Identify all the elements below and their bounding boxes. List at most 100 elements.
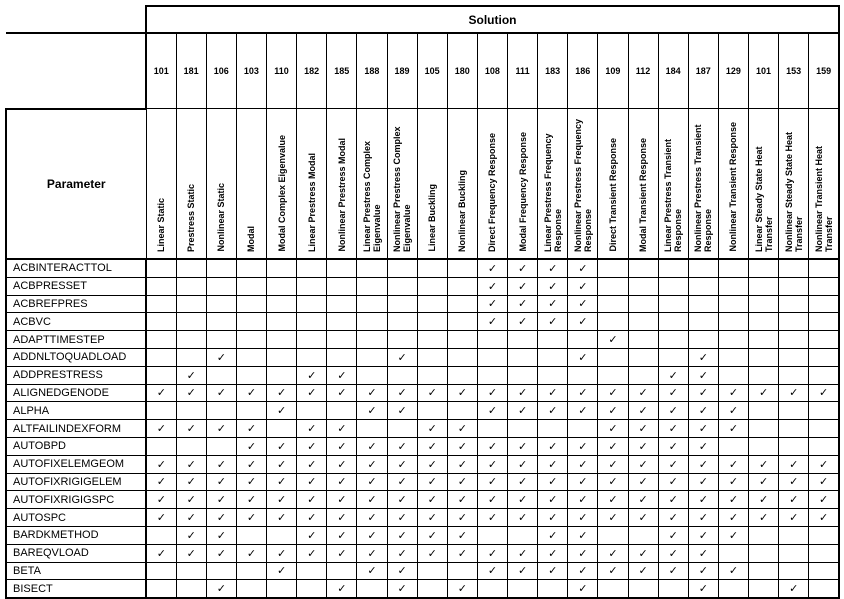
solution-name: Nonlinear Steady State Heat Transfer [783,131,804,252]
empty-cell [808,419,841,438]
empty-cell [175,579,207,599]
checkmark-icon: ✓ [326,383,358,403]
checkmark-icon: ✓ [476,294,509,314]
empty-cell [386,365,418,385]
empty-cell [356,312,388,332]
solution-name: Modal Frequency Response [517,132,528,252]
checkmark-icon: ✓ [296,436,328,456]
checkmark-icon: ✓ [446,525,478,545]
checkmark-icon: ✓ [265,401,298,421]
checkmark-icon: ✓ [296,383,328,403]
checkmark-icon: ✓ [296,525,328,545]
solution-name: Direct Frequency Response [487,132,498,252]
solution-number: 180 [446,32,478,109]
checkmark-icon: ✓ [145,508,177,527]
empty-cell [657,294,689,314]
checkmark-icon: ✓ [506,454,539,474]
checkmark-icon: ✓ [326,579,358,599]
checkmark-icon: ✓ [597,561,629,581]
table-row: ADDNLTOQUADLOAD ✓ ✓ ✓ ✓ [5,347,841,367]
checkmark-icon: ✓ [506,383,539,403]
empty-cell [717,543,750,563]
empty-cell [627,579,659,599]
table-row: AUTOBPD ✓ ✓ ✓ ✓ ✓ ✓ ✓ ✓ ✓ ✓ ✓ ✓ ✓ ✓ ✓ ✓ [5,436,841,456]
empty-cell [506,347,539,367]
checkmark-icon: ✓ [778,472,810,492]
checkmark-icon: ✓ [627,508,659,527]
checkmark-icon: ✓ [296,508,328,527]
solution-name-cell: Nonlinear Prestress Complex Eigenvalue [386,108,418,260]
checkmark-icon: ✓ [476,543,509,563]
checkmark-icon: ✓ [416,543,448,563]
checkmark-icon: ✓ [386,401,418,421]
solution-name-cell: Linear Prestress Modal [296,108,328,260]
empty-cell [597,294,629,314]
checkmark-icon: ✓ [175,490,207,510]
checkmark-icon: ✓ [265,383,298,403]
parameter-name: AUTOFIXELEMGEOM [5,454,147,474]
empty-cell [717,579,750,599]
checkmark-icon: ✓ [657,525,689,545]
checkmark-icon: ✓ [356,436,388,456]
checkmark-icon: ✓ [265,436,298,456]
empty-cell [778,276,810,296]
checkmark-icon: ✓ [205,347,237,367]
checkmark-icon: ✓ [506,436,539,456]
empty-cell [145,579,177,599]
empty-cell [326,294,358,314]
empty-cell [717,312,750,332]
checkmark-icon: ✓ [205,525,237,545]
checkmark-icon: ✓ [567,436,599,456]
empty-cell [205,276,237,296]
checkmark-icon: ✓ [235,543,268,563]
empty-cell [627,365,659,385]
checkmark-icon: ✓ [296,490,328,510]
empty-cell [446,401,478,421]
empty-cell [175,330,207,349]
empty-cell [808,543,841,563]
parameter-name: BARDKMETHOD [5,525,147,545]
checkmark-icon: ✓ [627,383,659,403]
checkmark-icon: ✓ [567,258,599,278]
empty-cell [627,276,659,296]
solution-number: 183 [537,32,569,109]
checkmark-icon: ✓ [537,436,569,456]
empty-cell [778,312,810,332]
checkmark-icon: ✓ [567,579,599,599]
checkmark-icon: ✓ [567,401,599,421]
empty-cell [808,525,841,545]
checkmark-icon: ✓ [506,258,539,278]
solution-name: Linear Prestress Modal [306,152,317,252]
checkmark-icon: ✓ [386,543,418,563]
empty-cell [265,330,298,349]
solution-number: 187 [687,32,719,109]
checkmark-icon: ✓ [476,490,509,510]
parameter-name: AUTOSPC [5,508,147,527]
checkmark-icon: ✓ [808,490,841,510]
empty-cell [778,436,810,456]
checkmark-icon: ✓ [326,508,358,527]
empty-cell [235,330,268,349]
empty-cell [747,276,780,296]
checkmark-icon: ✓ [205,472,237,492]
checkmark-icon: ✓ [537,472,569,492]
empty-cell [778,543,810,563]
checkmark-icon: ✓ [386,525,418,545]
empty-cell [416,561,448,581]
empty-cell [386,276,418,296]
empty-cell [145,347,177,367]
empty-cell [145,436,177,456]
checkmark-icon: ✓ [205,490,237,510]
empty-cell [567,330,599,349]
checkmark-icon: ✓ [145,419,177,438]
empty-cell [657,276,689,296]
checkmark-icon: ✓ [567,561,599,581]
checkmark-icon: ✓ [446,508,478,527]
empty-cell [808,561,841,581]
checkmark-icon: ✓ [627,419,659,438]
empty-cell [747,525,780,545]
empty-cell [747,401,780,421]
checkmark-icon: ✓ [356,525,388,545]
solution-number: 111 [506,32,539,109]
parameter-name: ALTFAILINDEXFORM [5,419,147,438]
